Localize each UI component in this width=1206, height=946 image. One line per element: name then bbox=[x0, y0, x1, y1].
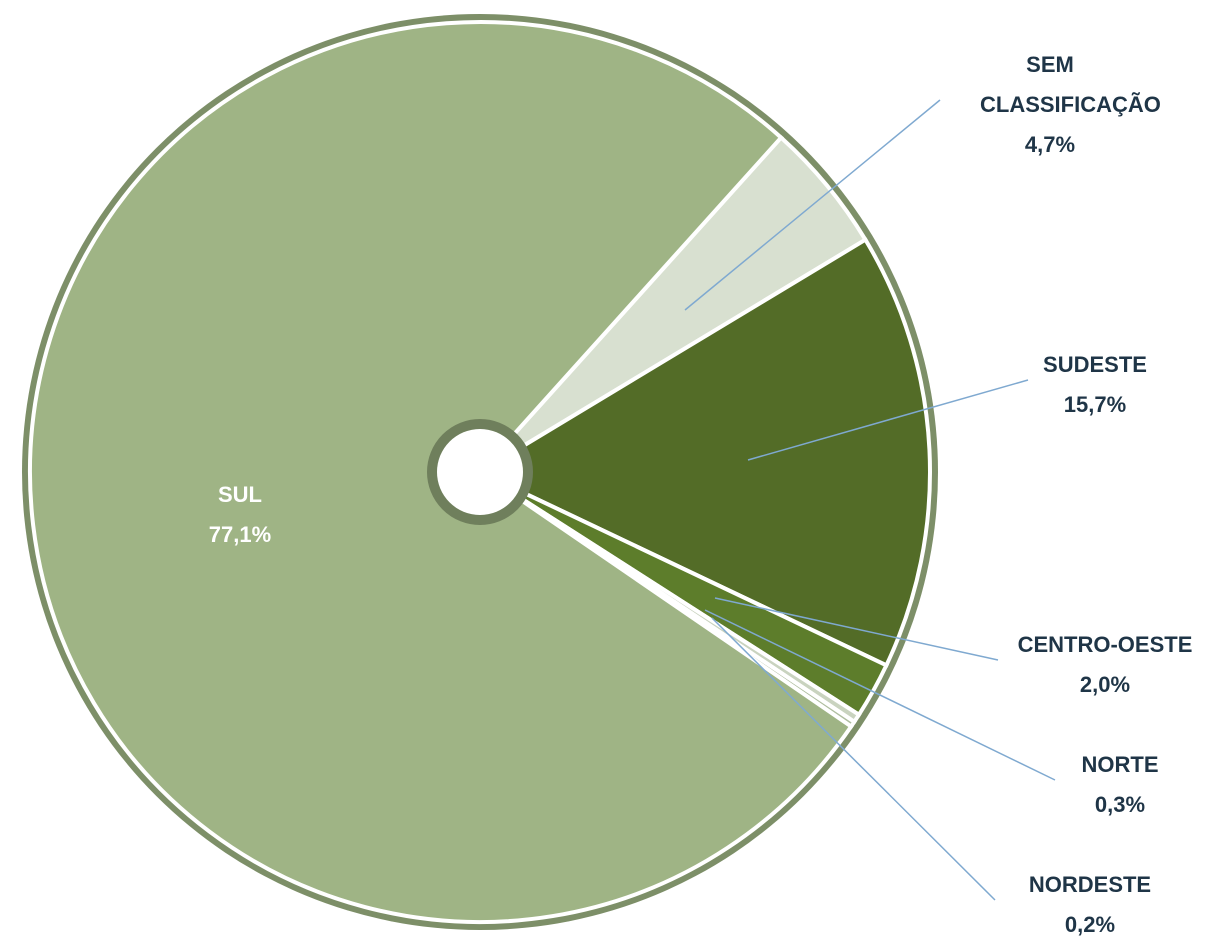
leader-line bbox=[714, 597, 999, 661]
slice-label: SEM CLASSIFICAÇÃO 4,7% bbox=[950, 45, 1161, 165]
slice-label: SUL 77,1% bbox=[140, 475, 340, 555]
slice-value: 2,0% bbox=[1079, 672, 1131, 697]
leader-line bbox=[704, 609, 1056, 781]
slice-name: NORTE bbox=[1081, 752, 1159, 777]
slice-value: 0,3% bbox=[1094, 792, 1146, 817]
pie-hole bbox=[437, 429, 523, 515]
slice-name: SUDESTE bbox=[1043, 352, 1147, 377]
slice-value: 4,7% bbox=[1024, 132, 1076, 157]
slice-name: NORDESTE bbox=[1028, 872, 1152, 897]
slice-name: SEM CLASSIFICAÇÃO bbox=[980, 52, 1161, 117]
slice-label: CENTRO-OESTE 2,0% bbox=[1005, 625, 1205, 705]
slice-label: NORDESTE 0,2% bbox=[990, 865, 1190, 945]
leader-line bbox=[747, 379, 1029, 461]
leader-line bbox=[711, 617, 996, 901]
slice-label: SUDESTE 15,7% bbox=[995, 345, 1195, 425]
slice-value: 0,2% bbox=[1064, 912, 1116, 937]
slice-value: 77,1% bbox=[208, 522, 272, 547]
slice-value: 15,7% bbox=[1063, 392, 1127, 417]
slice-name: SUL bbox=[218, 482, 262, 507]
pie-hole-ring bbox=[427, 419, 533, 525]
leader-line bbox=[684, 99, 941, 311]
slice-name: CENTRO-OESTE bbox=[1017, 632, 1193, 657]
slice-label: NORTE 0,3% bbox=[1020, 745, 1206, 825]
